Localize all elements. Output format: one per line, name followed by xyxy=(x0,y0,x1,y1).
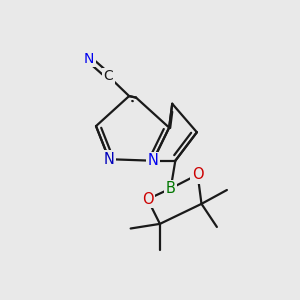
Text: N: N xyxy=(104,152,115,167)
Text: O: O xyxy=(192,167,203,182)
Text: O: O xyxy=(142,192,153,207)
Text: N: N xyxy=(84,52,94,66)
Text: C: C xyxy=(103,69,113,83)
Text: N: N xyxy=(148,153,158,168)
Text: B: B xyxy=(166,181,175,196)
